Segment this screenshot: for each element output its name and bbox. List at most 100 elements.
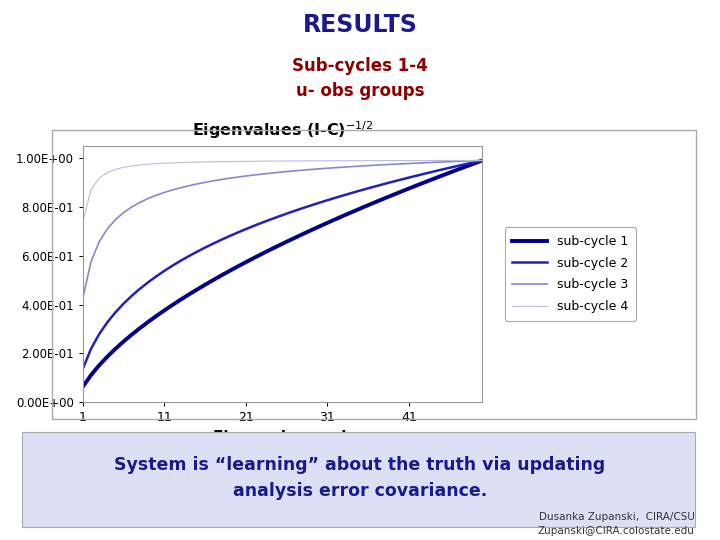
sub-cycle 3: [470, 158, 479, 164]
sub-cycle 4: [413, 157, 421, 164]
sub-cycle 2: [290, 207, 299, 214]
sub-cycle 2: [364, 185, 372, 192]
sub-cycle 4: [242, 158, 251, 165]
sub-cycle 2: [274, 213, 283, 220]
sub-cycle 2: [135, 286, 144, 292]
sub-cycle 4: [478, 157, 487, 164]
sub-cycle 1: [120, 338, 128, 345]
sub-cycle 3: [127, 204, 136, 210]
sub-cycle 3: [209, 178, 217, 184]
sub-cycle 3: [266, 170, 275, 177]
sub-cycle 2: [307, 202, 315, 208]
sub-cycle 1: [135, 325, 144, 332]
sub-cycle 4: [405, 157, 413, 164]
Text: System is “learning” about the truth via updating
analysis error covariance.: System is “learning” about the truth via…: [114, 456, 606, 500]
sub-cycle 3: [120, 210, 128, 216]
sub-cycle 1: [111, 346, 120, 352]
sub-cycle 1: [282, 239, 291, 245]
sub-cycle 3: [299, 167, 307, 173]
sub-cycle 2: [315, 199, 323, 206]
sub-cycle 2: [217, 237, 226, 243]
sub-cycle 3: [242, 173, 251, 179]
sub-cycle 1: [225, 268, 234, 274]
sub-cycle 4: [176, 159, 185, 166]
sub-cycle 3: [111, 217, 120, 223]
sub-cycle 1: [470, 160, 479, 167]
sub-cycle 2: [120, 300, 128, 307]
sub-cycle 1: [299, 231, 307, 237]
sub-cycle 3: [380, 161, 389, 168]
sub-cycle 4: [372, 157, 381, 164]
sub-cycle 1: [152, 313, 161, 319]
sub-cycle 4: [144, 161, 153, 167]
sub-cycle 2: [176, 258, 185, 264]
sub-cycle 1: [315, 223, 323, 230]
sub-cycle 1: [348, 209, 356, 215]
sub-cycle 4: [152, 160, 161, 167]
sub-cycle 3: [258, 171, 266, 177]
sub-cycle 4: [168, 160, 177, 166]
sub-cycle 3: [405, 160, 413, 167]
Legend: sub-cycle 1, sub-cycle 2, sub-cycle 3, sub-cycle 4: sub-cycle 1, sub-cycle 2, sub-cycle 3, s…: [505, 227, 636, 321]
sub-cycle 4: [135, 161, 144, 168]
sub-cycle 2: [201, 244, 210, 251]
sub-cycle 2: [250, 222, 258, 229]
sub-cycle 2: [103, 319, 112, 326]
sub-cycle 4: [437, 157, 446, 164]
sub-cycle 1: [193, 286, 202, 293]
sub-cycle 1: [323, 220, 332, 226]
sub-cycle 2: [331, 194, 340, 201]
sub-cycle 1: [160, 307, 168, 314]
sub-cycle 2: [225, 233, 234, 239]
sub-cycle 2: [86, 346, 95, 352]
sub-cycle 3: [364, 163, 372, 169]
sub-cycle 1: [258, 251, 266, 257]
sub-cycle 2: [470, 159, 479, 165]
sub-cycle 4: [225, 158, 234, 165]
sub-cycle 2: [429, 168, 438, 175]
sub-cycle 2: [437, 166, 446, 173]
sub-cycle 4: [470, 157, 479, 164]
sub-cycle 4: [274, 158, 283, 164]
sub-cycle 3: [86, 259, 95, 265]
sub-cycle 3: [78, 295, 87, 302]
sub-cycle 2: [78, 366, 87, 372]
sub-cycle 3: [160, 189, 168, 195]
sub-cycle 4: [111, 166, 120, 173]
Text: Dusanka Zupanski,  CIRA/CSU
Zupanski@CIRA.colostate.edu: Dusanka Zupanski, CIRA/CSU Zupanski@CIRA…: [538, 512, 695, 536]
sub-cycle 4: [454, 157, 462, 164]
sub-cycle 1: [201, 281, 210, 288]
sub-cycle 1: [290, 234, 299, 241]
sub-cycle 2: [266, 217, 275, 223]
sub-cycle 3: [356, 163, 364, 170]
sub-cycle 2: [233, 230, 242, 236]
sub-cycle 2: [348, 190, 356, 196]
sub-cycle 2: [462, 161, 470, 167]
sub-cycle 4: [397, 157, 405, 164]
sub-cycle 3: [144, 195, 153, 202]
sub-cycle 3: [233, 174, 242, 180]
sub-cycle 3: [250, 172, 258, 178]
sub-cycle 2: [258, 219, 266, 226]
sub-cycle 2: [323, 197, 332, 204]
sub-cycle 4: [339, 158, 348, 164]
sub-cycle 2: [380, 181, 389, 187]
sub-cycle 3: [135, 199, 144, 206]
sub-cycle 1: [78, 383, 87, 390]
sub-cycle 3: [193, 181, 202, 187]
sub-cycle 1: [413, 182, 421, 188]
sub-cycle 3: [225, 175, 234, 181]
sub-cycle 1: [405, 185, 413, 192]
Line: sub-cycle 1: sub-cycle 1: [83, 160, 482, 387]
sub-cycle 4: [356, 158, 364, 164]
sub-cycle 3: [307, 166, 315, 173]
sub-cycle 2: [446, 165, 454, 171]
sub-cycle 3: [201, 179, 210, 186]
sub-cycle 2: [127, 293, 136, 299]
sub-cycle 1: [364, 202, 372, 208]
sub-cycle 2: [454, 163, 462, 169]
sub-cycle 4: [446, 157, 454, 164]
sub-cycle 2: [413, 172, 421, 179]
sub-cycle 1: [217, 272, 226, 279]
sub-cycle 1: [307, 227, 315, 233]
